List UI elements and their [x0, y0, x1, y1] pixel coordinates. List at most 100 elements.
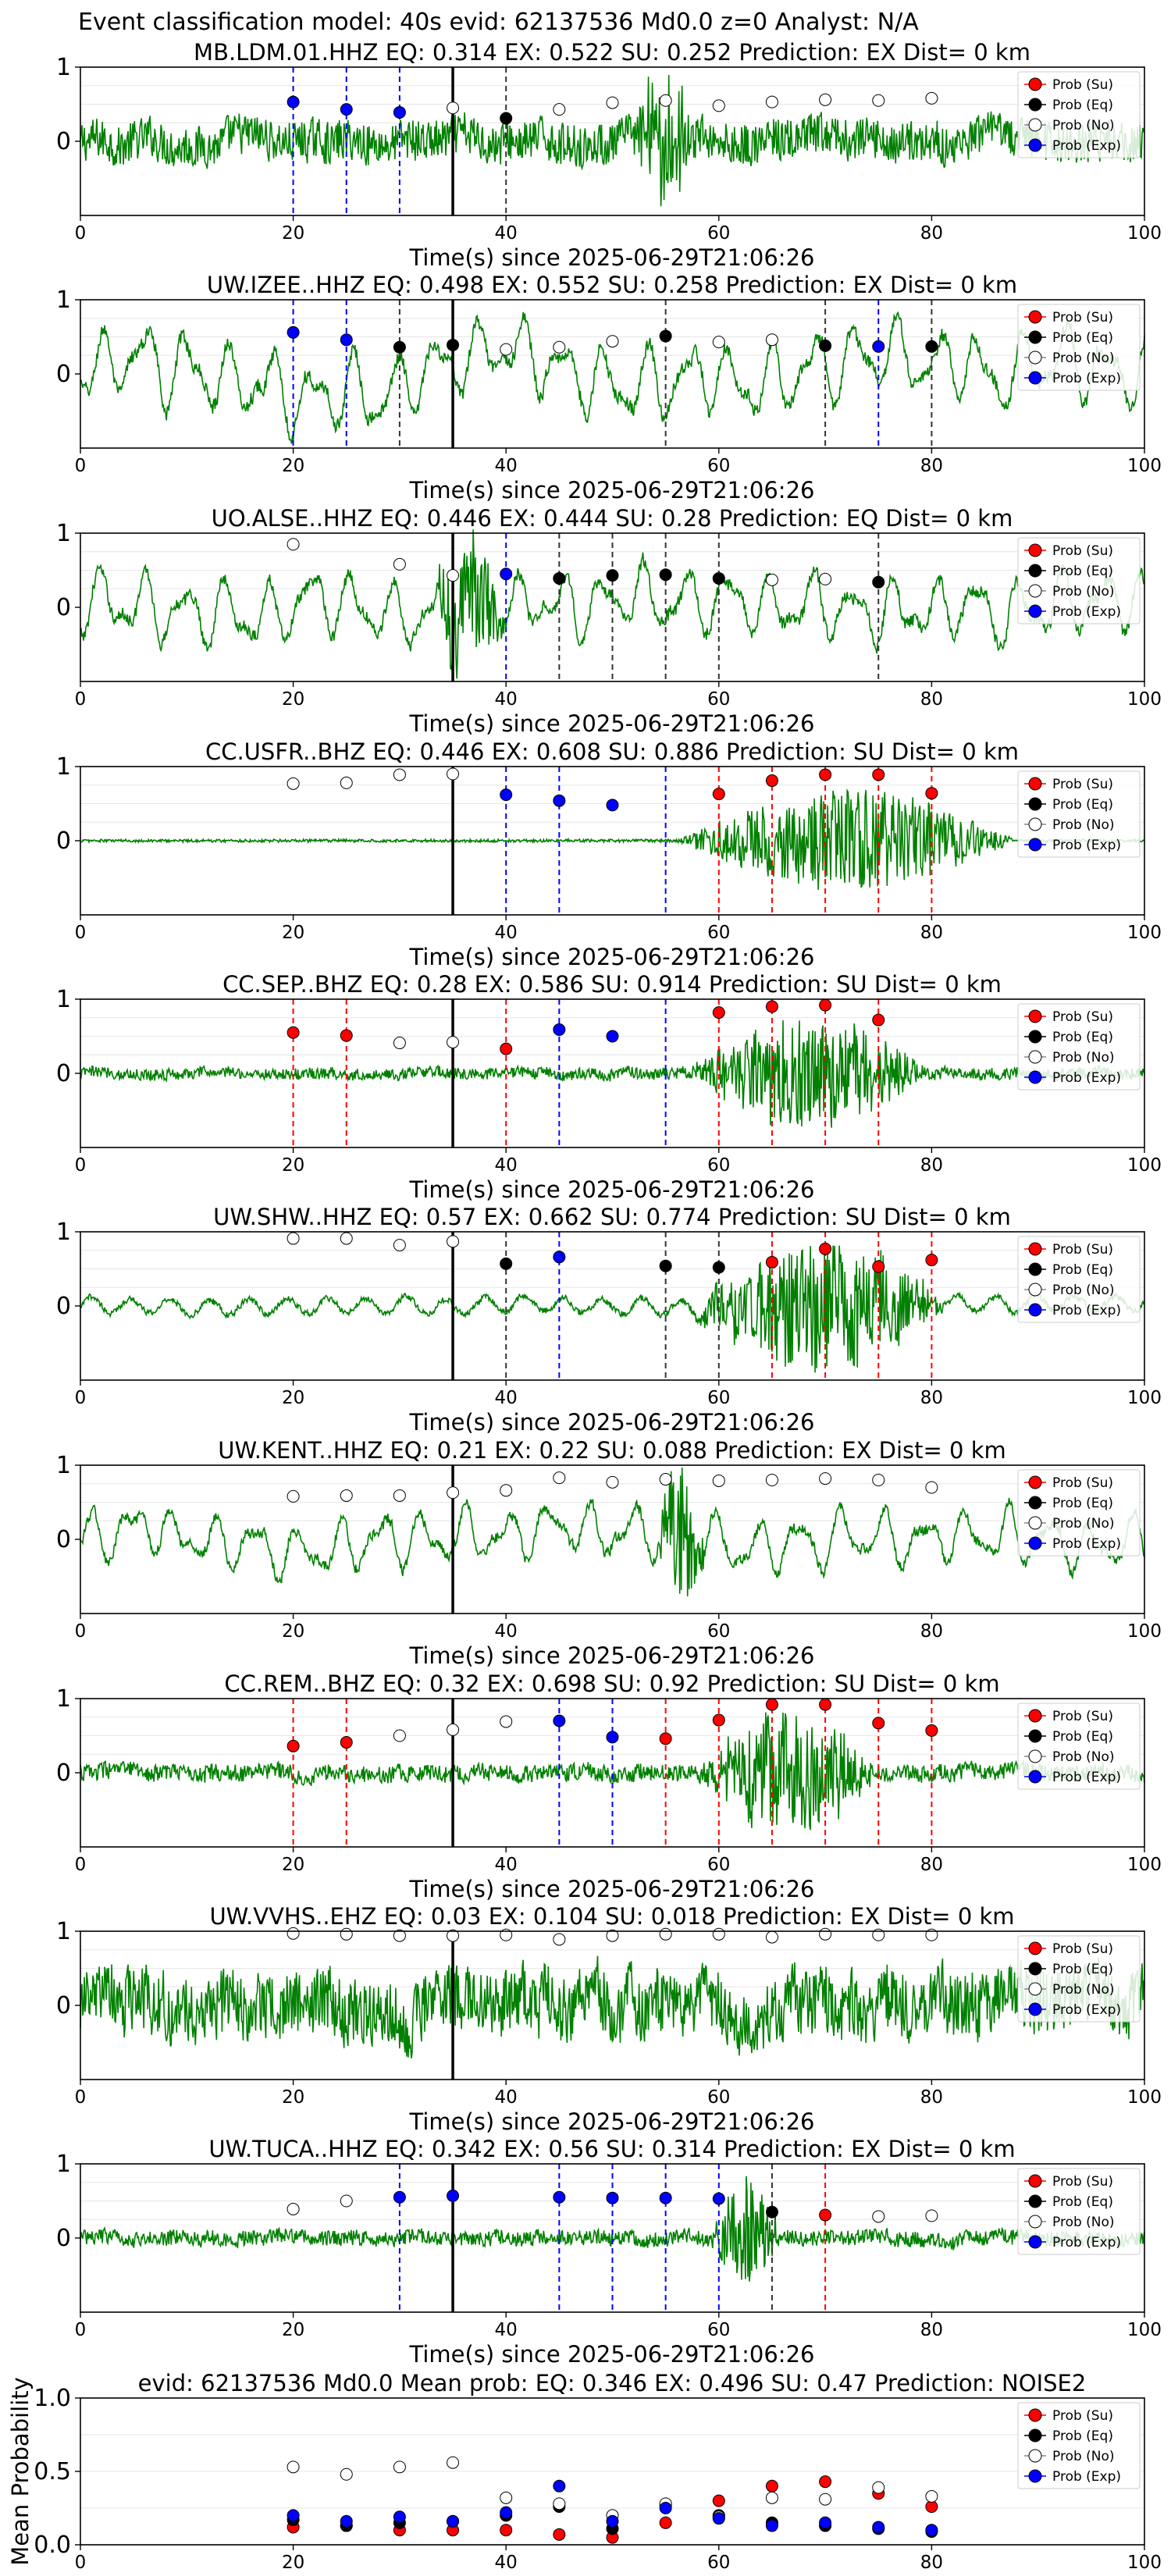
legend: Prob (Su) Prob (Eq) Prob (No) Prob (Exp) [1017, 304, 1141, 391]
prob-point-exp [393, 2190, 406, 2204]
legend-label-eq: Prob (Eq) [1052, 2194, 1113, 2210]
x-tick-label: 60 [707, 2320, 730, 2340]
prob-point-no [659, 1927, 672, 1941]
prob-point-exp [287, 95, 300, 109]
x-tick-label: 80 [920, 2320, 943, 2340]
x-tick-label: 20 [282, 456, 304, 476]
prob-point-eq [500, 1257, 513, 1270]
panel-title: UW.IZEE..HHZ EQ: 0.498 EX: 0.552 SU: 0.2… [207, 272, 1017, 298]
mean-point-no [447, 2456, 460, 2469]
legend-label-su: Prob (Su) [1052, 2174, 1113, 2190]
prob-point-exp [872, 340, 885, 353]
x-tick-label: 80 [920, 689, 943, 710]
legend-marker-no [1028, 350, 1042, 365]
prob-point-exp [553, 1251, 566, 1264]
y-tick-label: 0 [56, 128, 71, 155]
legend: Prob (Su) Prob (Eq) Prob (No) Prob (Exp) [1017, 1236, 1141, 1323]
prob-point-no [872, 2210, 885, 2223]
legend-label-exp: Prob (Exp) [1052, 138, 1121, 154]
y-tick-label: 0 [56, 1992, 71, 2019]
legend-marker-no [1028, 817, 1042, 831]
x-tick-label: 60 [707, 689, 730, 710]
x-tick-label: 0 [75, 923, 87, 943]
legend-label-exp: Prob (Exp) [1052, 1536, 1121, 1552]
y-tick-label: 1.0 [34, 2385, 71, 2412]
prob-point-exp [606, 1731, 619, 1744]
prob-point-no [287, 538, 300, 551]
prob-point-exp [447, 2189, 460, 2202]
prob-point-exp [500, 568, 513, 581]
legend: Prob (Su) Prob (Eq) Prob (No) Prob (Exp) [1017, 2402, 1141, 2489]
prob-point-no [500, 343, 513, 356]
legend-label-exp: Prob (Exp) [1052, 838, 1121, 853]
x-tick-label: 20 [282, 223, 304, 244]
prob-point-su [712, 1713, 725, 1727]
legend-label-eq: Prob (Eq) [1052, 1729, 1113, 1745]
legend-marker-exp [1028, 1770, 1042, 1784]
prob-point-no [393, 768, 406, 781]
prob-point-exp [553, 794, 566, 807]
prob-point-no [765, 1930, 778, 1944]
mean-point-no [872, 2481, 885, 2494]
x-tick-label: 60 [707, 1621, 730, 1642]
prob-point-no [606, 1475, 619, 1489]
prob-point-no [287, 2202, 300, 2215]
mean-point-no [340, 2467, 353, 2481]
prob-point-su [872, 768, 885, 781]
prob-point-exp [712, 2192, 725, 2205]
legend-label-exp: Prob (Exp) [1052, 1070, 1121, 1086]
mean-probability-panel: 0.0 0.5 1.0 0 20 40 60 80 100 evid: 62137536 Md0.… [7, 2370, 1162, 2573]
legend-marker-su [1028, 77, 1042, 91]
plot-frame [80, 299, 1145, 449]
legend-marker-no [1028, 2215, 1042, 2229]
waveform-trace [80, 311, 1145, 444]
legend-marker-eq [1028, 1962, 1042, 1976]
legend-box [1017, 1703, 1141, 1790]
prob-point-exp [606, 2191, 619, 2204]
x-tick-label: 40 [495, 223, 518, 244]
legend-marker-su [1028, 1709, 1042, 1723]
mean-point-exp [447, 2514, 460, 2528]
legend-label-su: Prob (Su) [1052, 777, 1113, 792]
mean-point-no [925, 2489, 938, 2503]
legend-marker-eq [1028, 2428, 1042, 2443]
legend-label-no: Prob (No) [1052, 350, 1115, 366]
legend-marker-exp [1028, 138, 1042, 152]
legend-marker-no [1028, 584, 1042, 598]
x-tick-label: 40 [495, 1155, 518, 1176]
mean-point-su [712, 2494, 725, 2507]
legend: Prob (Su) Prob (Eq) Prob (No) Prob (Exp) [1017, 71, 1141, 158]
prob-point-no [340, 776, 353, 789]
prob-point-su [340, 1029, 353, 1042]
legend-label-eq: Prob (Eq) [1052, 797, 1113, 813]
prob-point-no [447, 767, 460, 781]
x-tick-label: 100 [1127, 2087, 1162, 2108]
legend-marker-exp [1028, 2002, 1042, 2016]
legend-marker-exp [1028, 838, 1042, 852]
y-tick-label: 1 [56, 54, 71, 81]
prob-point-no [606, 1929, 619, 1942]
x-tick-label: 100 [1127, 1155, 1162, 1176]
prob-point-no [712, 99, 725, 112]
legend-marker-exp [1028, 1303, 1042, 1317]
mean-point-exp [553, 2479, 566, 2492]
prob-point-su [925, 787, 938, 800]
prob-point-no [765, 95, 778, 109]
prob-point-su [500, 1042, 513, 1055]
mean-point-su [765, 2479, 778, 2492]
prob-point-no [500, 1715, 513, 1728]
prob-point-exp [659, 2191, 672, 2204]
legend-label-exp: Prob (Exp) [1052, 1770, 1121, 1785]
x-tick-label: 80 [920, 923, 943, 943]
prob-point-no [447, 1929, 460, 1942]
x-tick-label: 40 [495, 1621, 518, 1642]
legend-label-no: Prob (No) [1052, 1050, 1115, 1066]
prob-point-no [447, 1723, 460, 1736]
legend-marker-no [1028, 118, 1042, 132]
mean-point-su [659, 2516, 672, 2529]
legend-label-eq: Prob (Eq) [1052, 1262, 1113, 1278]
prob-point-eq [500, 112, 513, 125]
x-tick-label: 80 [920, 1621, 943, 1642]
